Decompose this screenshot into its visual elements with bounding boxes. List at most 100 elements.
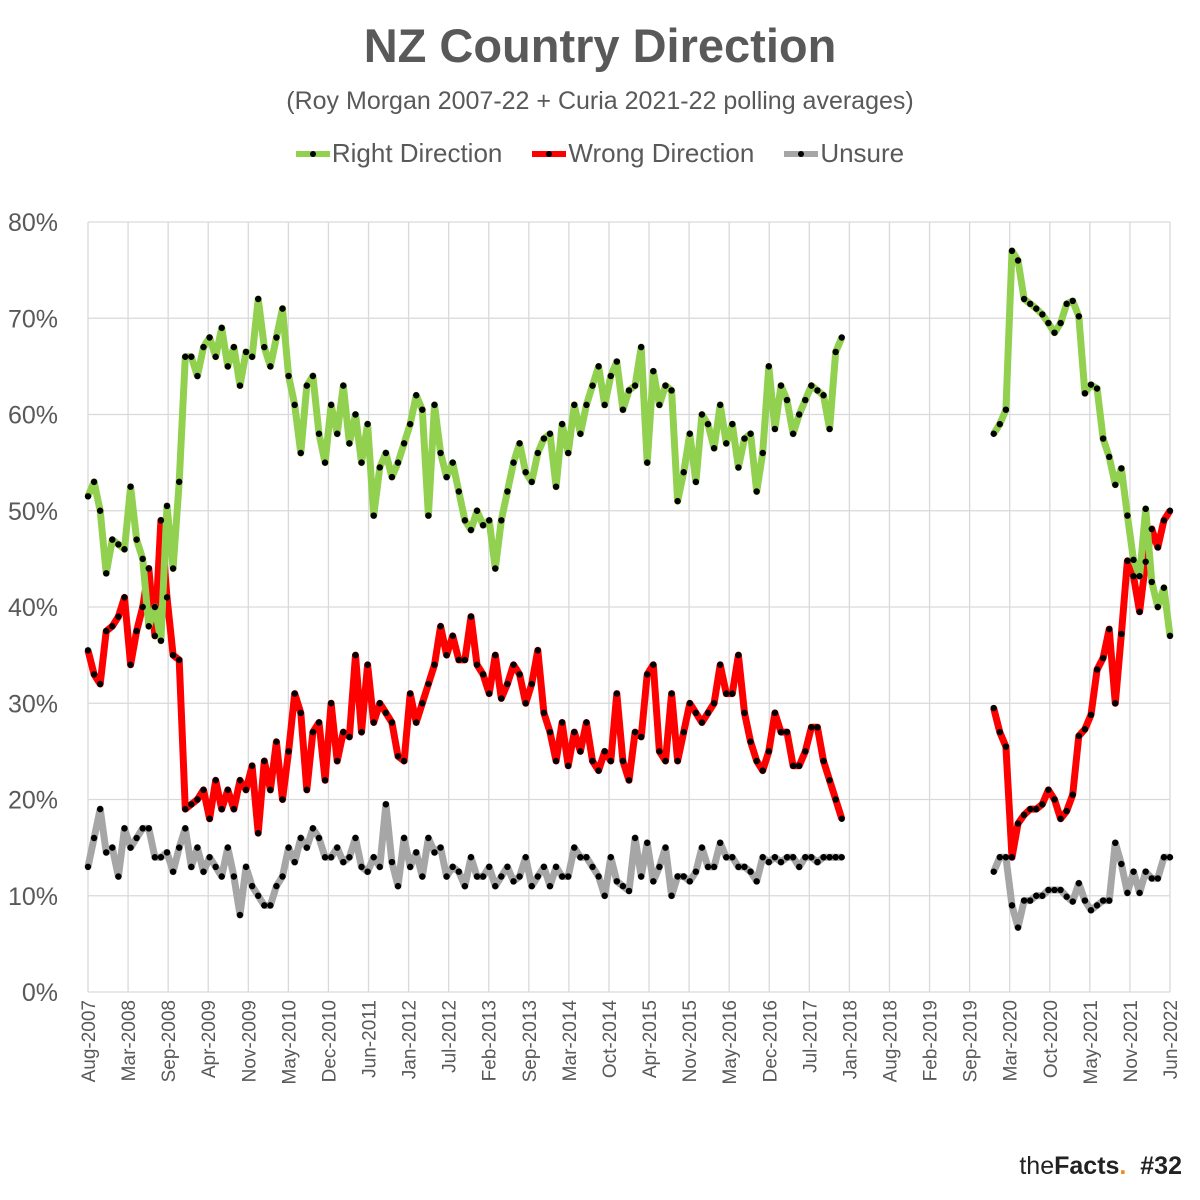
data-point-wrong-direction	[613, 690, 621, 697]
data-point-unsure	[1087, 906, 1095, 914]
data-point-right-direction	[467, 526, 475, 534]
data-point-wrong-direction	[1020, 811, 1028, 819]
data-point-right-direction	[601, 401, 608, 409]
data-point-wrong-direction	[516, 671, 523, 678]
data-point-unsure	[255, 892, 262, 899]
data-point-wrong-direction	[212, 777, 219, 784]
data-point-wrong-direction	[589, 757, 596, 765]
data-point-right-direction	[1039, 311, 1046, 318]
data-point-wrong-direction	[996, 728, 1003, 736]
data-point-unsure	[796, 863, 803, 871]
data-point-wrong-direction	[413, 719, 420, 726]
data-point-unsure	[1166, 854, 1174, 861]
data-point-wrong-direction	[358, 728, 365, 736]
data-point-unsure	[1081, 897, 1089, 904]
data-point-wrong-direction	[558, 719, 566, 726]
data-point-wrong-direction	[1106, 625, 1113, 633]
data-point-unsure	[650, 878, 657, 885]
data-point-unsure	[522, 854, 529, 861]
series-line-unsure	[990, 839, 1170, 931]
data-point-unsure	[340, 858, 347, 866]
data-point-wrong-direction	[656, 748, 663, 755]
data-point-right-direction	[394, 459, 402, 466]
data-point-wrong-direction	[261, 757, 268, 765]
data-point-unsure	[838, 854, 845, 861]
data-point-right-direction	[327, 401, 335, 409]
data-point-wrong-direction	[826, 777, 833, 784]
data-point-right-direction	[425, 512, 432, 519]
data-point-unsure	[504, 863, 511, 871]
data-point-right-direction	[1075, 313, 1083, 320]
data-point-wrong-direction	[1008, 854, 1016, 861]
data-point-unsure	[753, 878, 760, 885]
data-point-wrong-direction	[1166, 507, 1174, 514]
data-point-wrong-direction	[668, 690, 675, 697]
data-point-wrong-direction	[1093, 666, 1101, 673]
data-point-right-direction	[315, 430, 323, 437]
data-point-right-direction	[163, 502, 171, 510]
data-point-right-direction	[255, 295, 262, 303]
data-point-wrong-direction	[698, 719, 706, 726]
data-point-unsure	[352, 834, 359, 842]
series-points	[84, 247, 1174, 931]
data-point-wrong-direction	[175, 656, 183, 664]
data-point-wrong-direction	[303, 786, 311, 794]
data-point-right-direction	[194, 372, 201, 380]
data-point-wrong-direction	[1142, 558, 1149, 565]
data-point-right-direction	[1002, 406, 1010, 413]
data-point-wrong-direction	[327, 700, 335, 707]
data-point-wrong-direction	[1154, 544, 1162, 551]
data-point-right-direction	[1166, 632, 1174, 640]
data-point-right-direction	[680, 469, 687, 476]
data-point-wrong-direction	[242, 786, 250, 794]
data-point-unsure	[242, 863, 250, 871]
data-point-wrong-direction	[267, 786, 274, 794]
data-point-right-direction	[771, 425, 779, 433]
data-point-unsure	[461, 882, 469, 890]
data-point-unsure	[583, 854, 590, 861]
data-point-wrong-direction	[650, 661, 657, 668]
data-point-right-direction	[710, 444, 718, 452]
data-point-unsure	[127, 844, 134, 851]
x-tick-label: Nov-2021	[1121, 1000, 1142, 1082]
data-point-wrong-direction	[473, 661, 481, 668]
data-point-right-direction	[571, 401, 578, 409]
issue-number: #32	[1140, 1152, 1182, 1180]
data-point-wrong-direction	[692, 709, 700, 717]
data-point-wrong-direction	[662, 757, 669, 765]
data-point-unsure	[668, 892, 675, 899]
data-point-unsure	[820, 854, 827, 861]
data-point-wrong-direction	[84, 647, 92, 654]
data-point-right-direction	[382, 449, 390, 457]
data-point-right-direction	[704, 420, 712, 428]
data-point-unsure	[406, 863, 414, 871]
data-point-wrong-direction	[631, 728, 639, 736]
data-point-wrong-direction	[224, 786, 232, 794]
data-point-right-direction	[419, 406, 426, 413]
data-point-right-direction	[546, 430, 554, 437]
data-point-unsure	[449, 863, 456, 871]
x-tick-label: Jan-2018	[840, 1000, 861, 1079]
data-point-unsure	[236, 911, 244, 919]
y-tick-label: 0%	[22, 979, 58, 1007]
data-point-unsure	[224, 844, 232, 851]
data-point-wrong-direction	[619, 757, 627, 765]
data-point-right-direction	[273, 334, 280, 341]
data-point-unsure	[382, 801, 390, 808]
data-point-wrong-direction	[340, 728, 347, 736]
data-point-right-direction	[139, 555, 146, 563]
x-tick-label: May-2021	[1081, 1000, 1102, 1085]
data-point-right-direction	[826, 425, 833, 433]
data-point-right-direction	[443, 473, 450, 481]
data-point-unsure	[145, 825, 152, 832]
data-point-unsure	[637, 873, 645, 880]
data-point-right-direction	[1136, 573, 1143, 580]
data-point-unsure	[1136, 889, 1143, 897]
data-point-unsure	[625, 887, 633, 895]
thefacts-logo: theFacts. #32	[1019, 1152, 1182, 1181]
data-point-right-direction	[492, 565, 499, 572]
data-point-unsure	[370, 854, 377, 861]
data-point-right-direction	[741, 435, 748, 442]
data-point-wrong-direction	[206, 815, 213, 822]
data-point-right-direction	[686, 430, 693, 437]
